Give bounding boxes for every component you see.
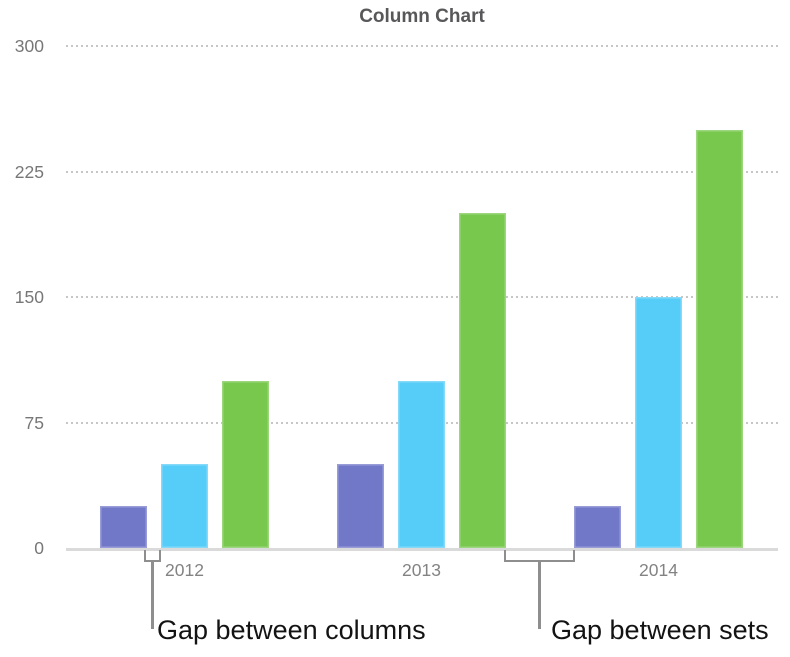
chart-title: Column Chart <box>359 6 485 27</box>
y-axis-tick-label: 75 <box>24 412 44 433</box>
y-axis-tick-label: 150 <box>14 287 44 307</box>
bar-purple-series-2013 <box>337 464 384 548</box>
y-axis-tick-label: 225 <box>14 161 44 182</box>
bar-blue-series-2013 <box>398 380 445 548</box>
x-axis-category-label: 2013 <box>402 560 441 580</box>
bar-green-series-2014 <box>696 129 743 548</box>
y-axis-tick-label: 0 <box>34 538 44 558</box>
gridline-150 <box>66 296 778 298</box>
gap-between-sets-label: Gap between sets <box>551 615 769 645</box>
bar-green-series-2013 <box>459 213 506 548</box>
x-axis-baseline <box>66 548 778 551</box>
gridline-225 <box>66 170 778 173</box>
x-axis-category-label: 2012 <box>165 560 204 580</box>
bar-purple-series-2012 <box>100 506 147 548</box>
bar-purple-series-2014 <box>574 506 621 548</box>
x-axis-category-label: 2014 <box>639 560 678 580</box>
gap-between-columns-label: Gap between columns <box>157 615 426 645</box>
bar-green-series-2012 <box>222 380 269 548</box>
gridline-300 <box>66 45 778 47</box>
bar-blue-series-2014 <box>635 297 682 548</box>
bar-blue-series-2012 <box>161 464 208 548</box>
gap-between-sets-leader-line <box>538 561 541 629</box>
gap-between-columns-leader-line <box>151 561 154 629</box>
y-axis-tick-label: 300 <box>14 36 44 56</box>
